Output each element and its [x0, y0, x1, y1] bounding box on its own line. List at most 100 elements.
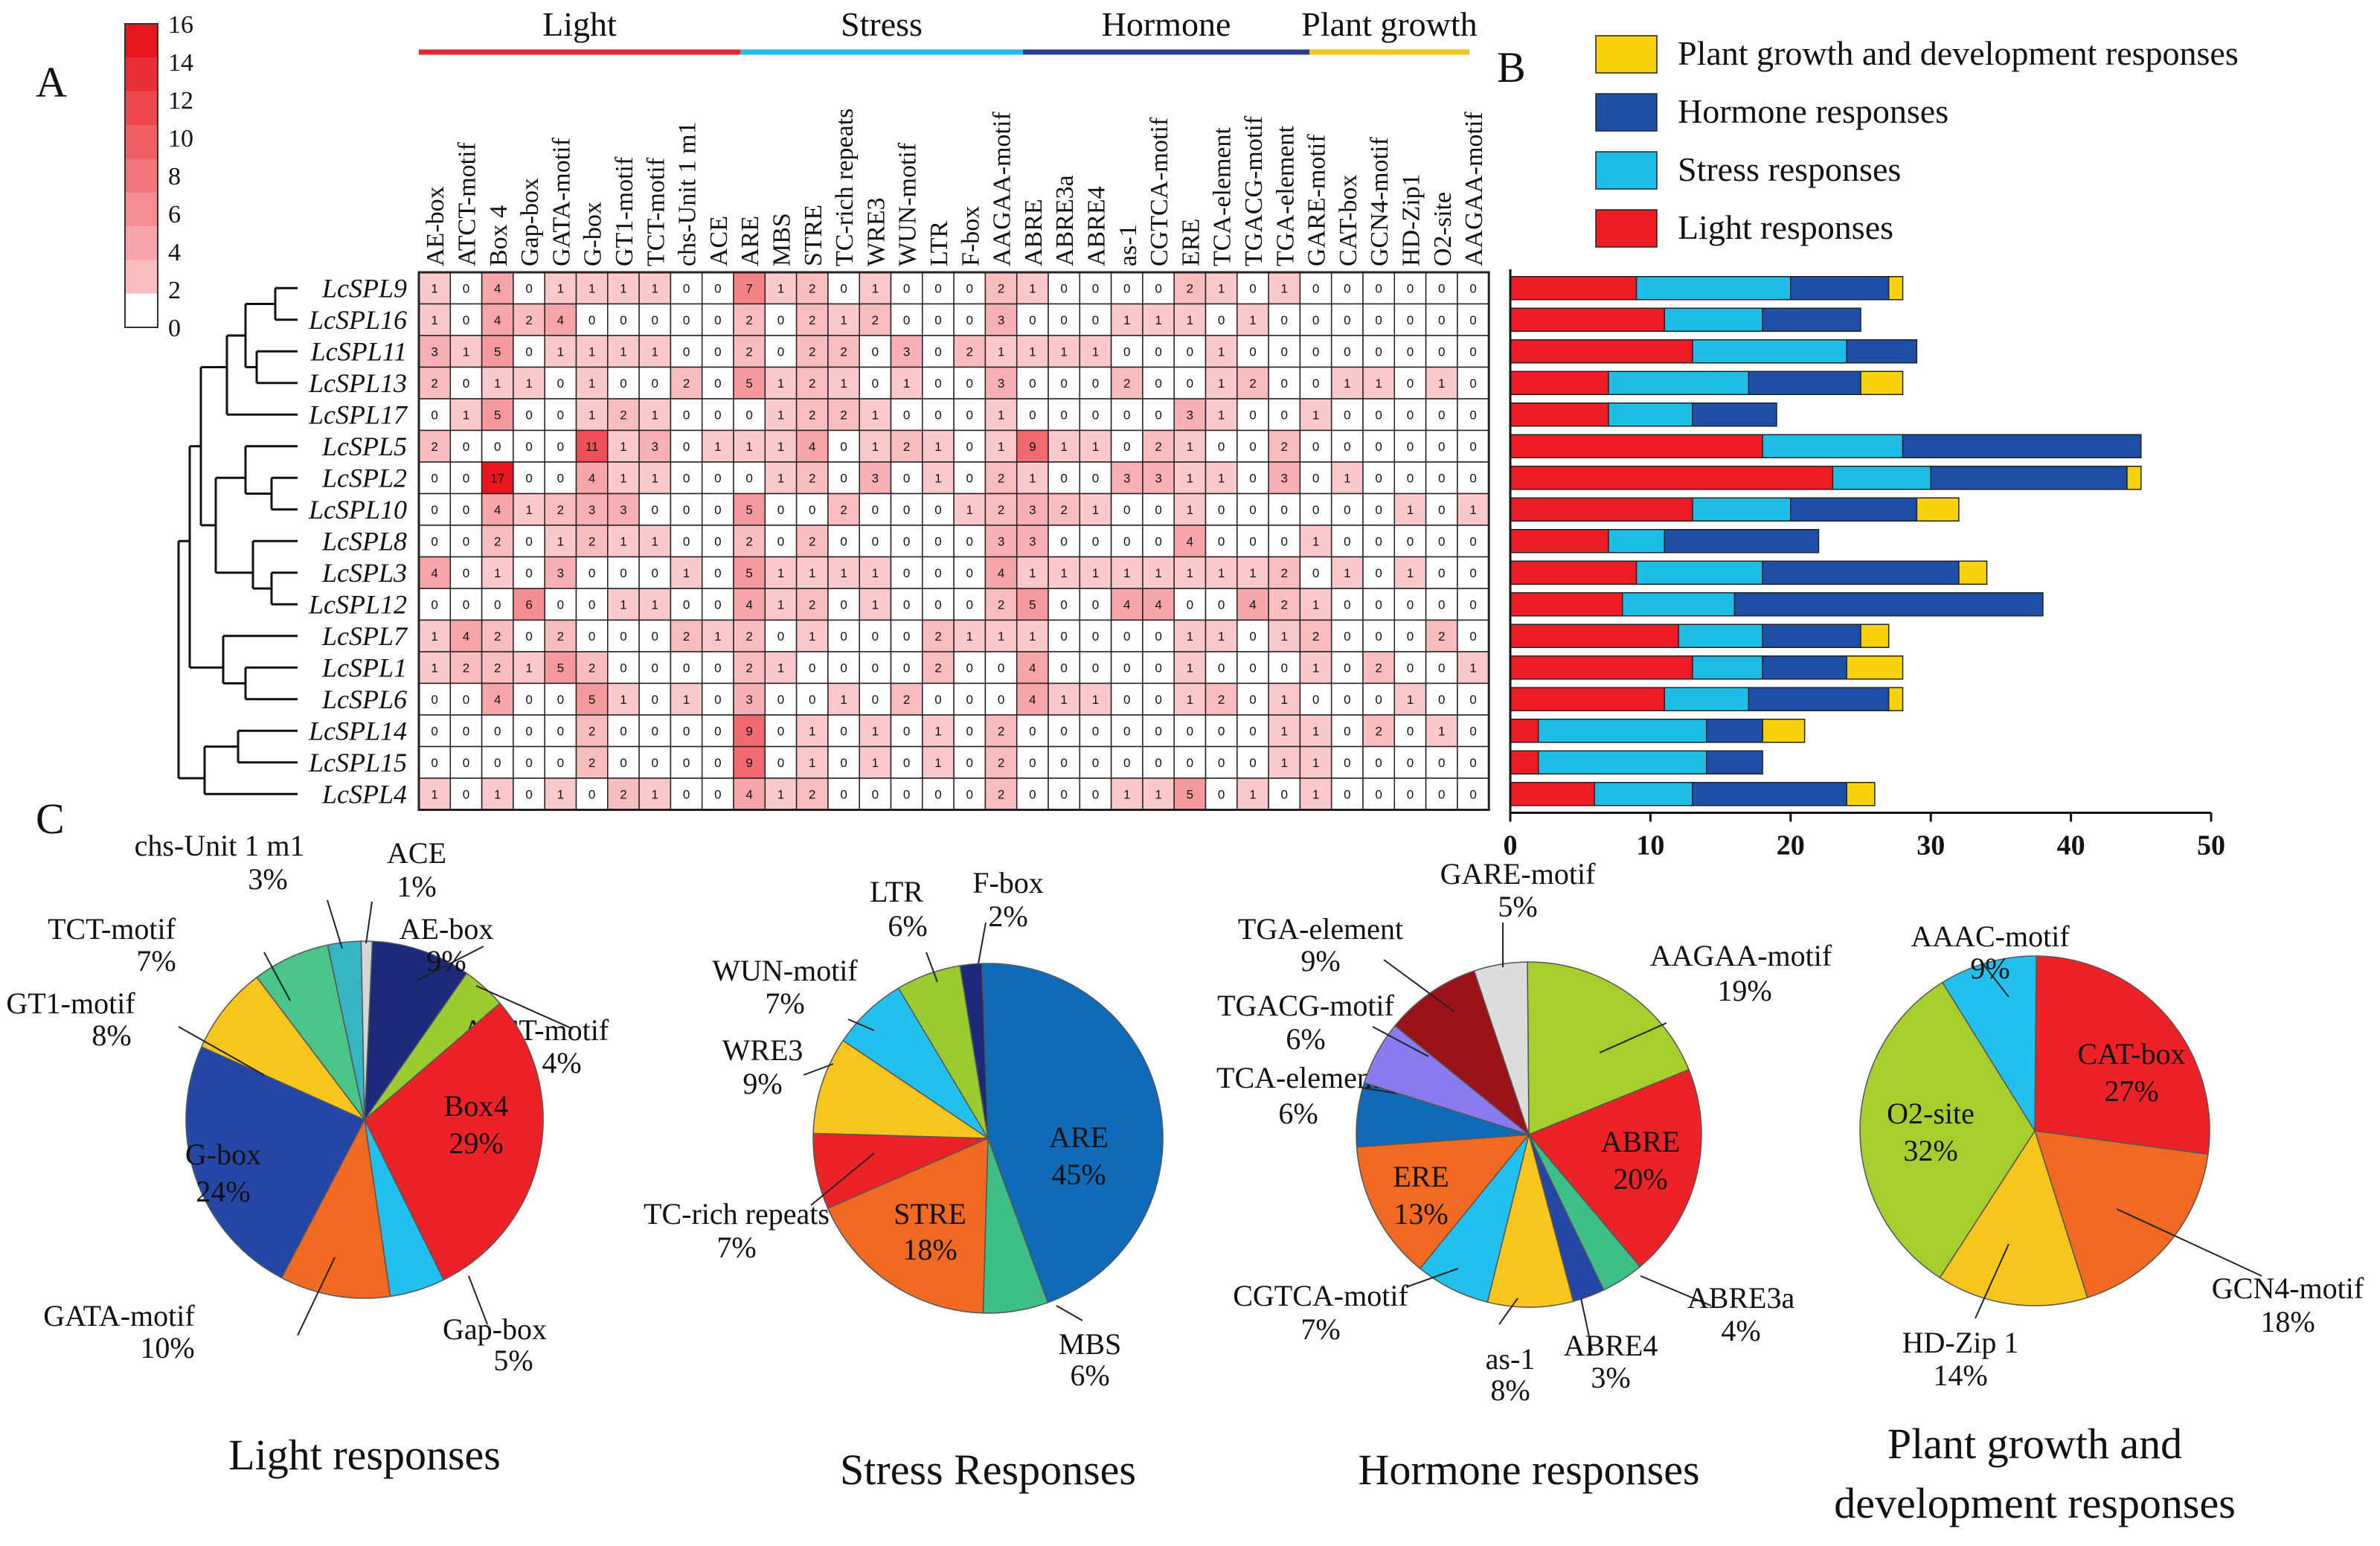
heatmap-cell-value: 1	[652, 597, 658, 612]
heatmap-cell-value: 0	[1092, 408, 1099, 422]
heatmap-cell-value: 1	[1029, 344, 1036, 359]
heatmap-cell-value: 0	[1438, 503, 1445, 517]
heatmap-cell-value: 0	[1249, 440, 1256, 454]
heatmap-cell-value: 0	[1438, 281, 1445, 295]
heatmap-cell-value: 0	[1060, 661, 1067, 675]
heatmap-cell	[1362, 335, 1396, 368]
heatmap-cell-value: 0	[1249, 281, 1256, 295]
row-label: LcSPL14	[308, 716, 407, 745]
heatmap-cell-value: 0	[714, 344, 721, 359]
heatmap-cell-value: 0	[431, 534, 437, 548]
pie-slice-label: CAT-box	[2077, 1037, 2185, 1071]
heatmap-cell-value: 0	[1407, 440, 1414, 454]
heatmap-cell-value: 2	[1438, 629, 1445, 644]
heatmap-cell	[638, 493, 672, 526]
heatmap-cell-value: 0	[1123, 344, 1130, 359]
bar-segment	[1635, 276, 1792, 301]
bar-segment	[1678, 623, 1763, 648]
heatmap-cell	[513, 556, 545, 589]
heatmap-cell-value: 0	[620, 313, 626, 327]
column-label: as-1	[1114, 224, 1142, 266]
heatmap-cell-value: 0	[1123, 629, 1130, 644]
heatmap-cell	[1048, 461, 1081, 495]
heatmap-cell-value: 1	[494, 787, 501, 801]
heatmap-cell	[1236, 398, 1269, 432]
heatmap-cell-value: 2	[998, 471, 1004, 485]
heatmap-cell-value: 0	[966, 313, 973, 327]
heatmap-cell	[575, 461, 609, 495]
column-label: F-box	[957, 206, 984, 266]
heatmap-cell-value: 0	[588, 629, 595, 644]
bar-segment	[1510, 750, 1539, 774]
heatmap-cell-value: 0	[934, 344, 941, 359]
heatmap-cell-value: 2	[809, 281, 815, 295]
heatmap-cell	[1142, 366, 1175, 400]
pie-leader-line	[1580, 1298, 1593, 1351]
pie-slice-label: TC-rich repeats	[644, 1197, 830, 1231]
pie-leader-line	[1975, 1243, 2009, 1319]
bar-segment	[1692, 655, 1763, 680]
heatmap-cell-value: 4	[1155, 597, 1161, 612]
heatmap-cell-value: 0	[1218, 661, 1225, 675]
heatmap-cell	[1048, 556, 1081, 589]
heatmap-cell-value: 0	[1249, 503, 1256, 517]
heatmap-cell	[1110, 714, 1144, 748]
pie-slice	[364, 940, 468, 1122]
heatmap-cell-value: 0	[934, 597, 941, 612]
heatmap-cell	[764, 303, 798, 336]
heatmap-cell-value: 0	[1438, 787, 1445, 801]
bar-segment	[1664, 687, 1750, 711]
heatmap-cell-value: 0	[463, 503, 469, 517]
bar-segment	[1510, 434, 1763, 458]
bar-segment	[1748, 687, 1890, 711]
bar-segment	[1916, 497, 1960, 522]
heatmap-cell	[1016, 745, 1049, 779]
heatmap-cell-value: 0	[934, 693, 941, 707]
heatmap-cell	[1048, 525, 1081, 558]
heatmap-cell-value: 0	[1469, 629, 1476, 644]
heatmap-cell	[1299, 777, 1332, 811]
heatmap-cell-value: 0	[1407, 376, 1414, 391]
heatmap-cell-value: 0	[903, 281, 910, 295]
heatmap-cell	[638, 398, 672, 432]
heatmap-cell-value: 0	[1438, 471, 1445, 485]
heatmap-cell-value: 0	[1407, 629, 1414, 644]
column-label: TCA-element	[1209, 127, 1236, 266]
heatmap-cell	[795, 651, 829, 684]
pie-leader-line	[2116, 1208, 2262, 1277]
heatmap-cell-value: 0	[588, 313, 595, 327]
heatmap-cell-value: 0	[1375, 471, 1382, 485]
heatmap-cell-value: 1	[1249, 313, 1256, 327]
heatmap-cell-value: 5	[557, 661, 564, 675]
heatmap-cell-value: 1	[1281, 724, 1288, 738]
bar-segment	[1510, 402, 1609, 427]
heatmap-cell	[890, 366, 923, 400]
heatmap-cell-value: 4	[809, 440, 815, 454]
heatmap-cell	[1016, 398, 1049, 432]
heatmap-cell	[859, 429, 892, 463]
heatmap-cell-value: 2	[620, 787, 626, 801]
heatmap-cell	[544, 398, 577, 432]
heatmap-cell	[1393, 335, 1427, 368]
heatmap-cell-value: 2	[1375, 724, 1382, 738]
heatmap-cell-value: 2	[809, 408, 815, 422]
bar-segment	[1510, 655, 1693, 680]
pie-leader-line	[365, 901, 373, 944]
heatmap-cell	[544, 366, 577, 400]
heatmap-cell-value: 0	[1155, 408, 1161, 422]
heatmap-cell-value: 4	[1029, 693, 1036, 707]
heatmap-cell-value: 1	[494, 376, 501, 391]
heatmap-cell	[827, 745, 860, 779]
heatmap-cell-value: 0	[463, 376, 469, 391]
color-scale-tick: 4	[168, 239, 181, 266]
heatmap-cell-value: 1	[1281, 629, 1288, 644]
heatmap-cell-value: 0	[1407, 281, 1414, 295]
heatmap-cell-value: 0	[1281, 661, 1288, 675]
heatmap-cell-value: 0	[463, 566, 469, 580]
heatmap-cell-value: 4	[998, 566, 1004, 580]
heatmap-cell	[1079, 493, 1112, 526]
bar-segment	[1510, 371, 1609, 395]
heatmap-cell-value: 3	[998, 313, 1004, 327]
heatmap-cell-value: 0	[872, 661, 879, 675]
